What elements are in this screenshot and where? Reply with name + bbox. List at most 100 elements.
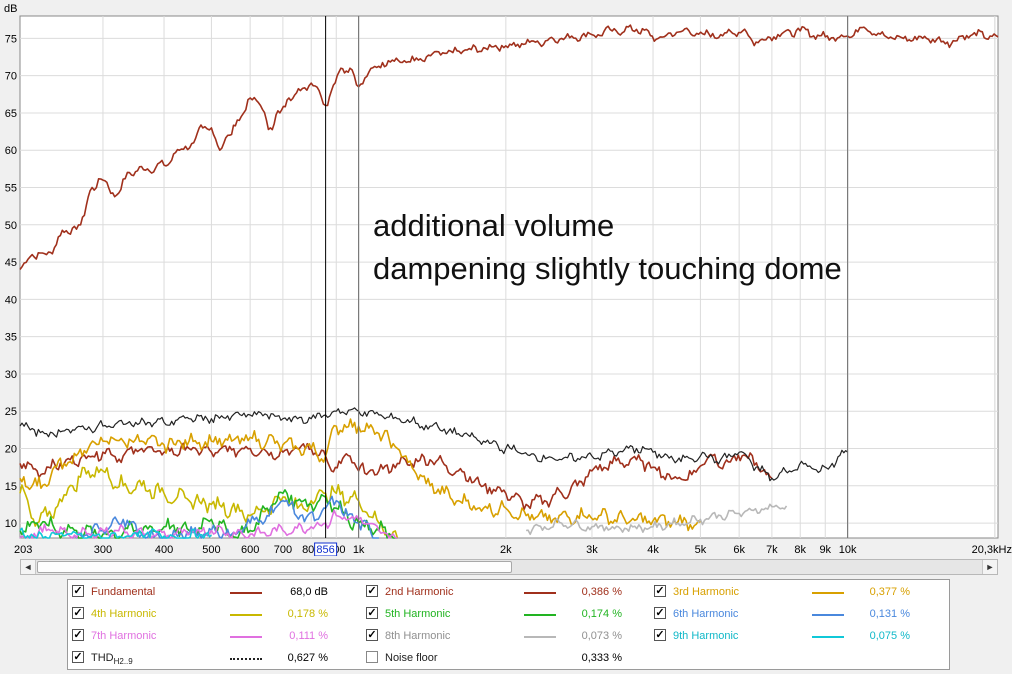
fundamental-checkbox[interactable]: ✓ bbox=[72, 585, 84, 597]
x-tick-label: 400 bbox=[155, 544, 173, 556]
y-tick-label: 65 bbox=[5, 108, 17, 120]
y-tick-label: 45 bbox=[5, 257, 17, 269]
y-tick-label: 50 bbox=[5, 220, 17, 232]
legend-item-4th-harmonic[interactable]: ✓ 4th Harmonic 0,178 % bbox=[68, 604, 358, 626]
y-tick-label: 30 bbox=[5, 369, 17, 381]
series-line-9th-harmonic bbox=[19, 527, 212, 539]
8th-harmonic-checkbox[interactable]: ✓ bbox=[366, 629, 378, 641]
series-line-2nd-harmonic bbox=[19, 442, 773, 511]
x-tick-label: 4k bbox=[647, 544, 659, 556]
thd-label: THD bbox=[91, 652, 114, 664]
x-tick-label: 9k bbox=[819, 544, 831, 556]
y-tick-label: 35 bbox=[5, 332, 17, 344]
legend-item-fundamental[interactable]: ✓ Fundamental 68,0 dB bbox=[68, 582, 358, 604]
legend-label: 5th Harmonic bbox=[385, 608, 451, 620]
legend-label: 9th Harmonic bbox=[673, 630, 739, 642]
7th-harmonic-checkbox[interactable]: ✓ bbox=[72, 629, 84, 641]
legend-value: 0,627 % bbox=[287, 652, 328, 664]
legend-row: ✓ Fundamental 68,0 dB ✓ 2nd Harmonic 0,3… bbox=[68, 582, 949, 604]
legend-value: 0,174 % bbox=[581, 608, 622, 620]
series-line-4th-harmonic bbox=[19, 466, 399, 539]
legend-item-noise-floor[interactable]: Noise floor 0,333 % bbox=[362, 648, 652, 670]
scroll-right-button[interactable]: ► bbox=[982, 560, 997, 574]
legend-label: Noise floor bbox=[385, 652, 438, 664]
x-tick-label: 300 bbox=[94, 544, 112, 556]
x-tick-label: 6k bbox=[733, 544, 745, 556]
marker-lines bbox=[325, 16, 849, 538]
legend-item-7th-harmonic[interactable]: ✓ 7th Harmonic 0,111 % bbox=[68, 626, 358, 648]
horizontal-scrollbar[interactable]: ◄ ► bbox=[20, 559, 998, 575]
x-tick-label: 600 bbox=[241, 544, 259, 556]
legend-swatch bbox=[812, 592, 844, 594]
y-tick-label: 25 bbox=[5, 406, 17, 418]
x-tick-label: 2k bbox=[500, 544, 512, 556]
legend-item-thd[interactable]: ✓ THDH2..9 0,627 % bbox=[68, 648, 358, 670]
legend-swatch bbox=[812, 636, 844, 638]
legend-swatch bbox=[230, 636, 262, 638]
y-tick-label: 70 bbox=[5, 71, 17, 83]
x-tick-label: 700 bbox=[274, 544, 292, 556]
legend-item-2nd-harmonic[interactable]: ✓ 2nd Harmonic 0,386 % bbox=[362, 582, 652, 604]
x-tick-label: 3k bbox=[586, 544, 598, 556]
3rd-harmonic-checkbox[interactable]: ✓ bbox=[654, 585, 666, 597]
legend-item-8th-harmonic[interactable]: ✓ 8th Harmonic 0,073 % bbox=[362, 626, 652, 648]
cursor-frequency: 856 bbox=[316, 544, 334, 556]
legend-item-5th-harmonic[interactable]: ✓ 5th Harmonic 0,174 % bbox=[362, 604, 652, 626]
y-tick-label: 55 bbox=[5, 183, 17, 195]
y-tick-label: 75 bbox=[5, 33, 17, 45]
legend-label: 6th Harmonic bbox=[673, 608, 739, 620]
legend-value: 0,333 % bbox=[581, 652, 622, 664]
legend-swatch bbox=[230, 614, 262, 616]
9th-harmonic-checkbox[interactable]: ✓ bbox=[654, 629, 666, 641]
scroll-left-button[interactable]: ◄ bbox=[21, 560, 36, 574]
legend-row: ✓ 4th Harmonic 0,178 % ✓ 5th Harmonic 0,… bbox=[68, 604, 949, 626]
cursor-readout[interactable]: 856 bbox=[314, 542, 338, 556]
y-axis-label: dB bbox=[4, 3, 17, 15]
legend-label: 7th Harmonic bbox=[91, 630, 157, 642]
series-line-8th-harmonic bbox=[525, 503, 788, 536]
legend-item-3rd-harmonic[interactable]: ✓ 3rd Harmonic 0,377 % bbox=[650, 582, 940, 604]
legend-row: ✓ 7th Harmonic 0,111 % ✓ 8th Harmonic 0,… bbox=[68, 626, 949, 648]
series-line-3rd-harmonic bbox=[19, 418, 701, 532]
series-line-thd-h2-9 bbox=[19, 407, 848, 482]
6th-harmonic-checkbox[interactable]: ✓ bbox=[654, 607, 666, 619]
legend-value: 0,178 % bbox=[287, 608, 328, 620]
x-tick-label: 5k bbox=[695, 544, 707, 556]
y-tick-label: 20 bbox=[5, 444, 17, 456]
plot-area[interactable] bbox=[19, 15, 999, 539]
legend-value: 0,386 % bbox=[581, 586, 622, 598]
noise-floor-checkbox[interactable] bbox=[366, 651, 378, 663]
legend-swatch bbox=[524, 592, 556, 594]
5th-harmonic-checkbox[interactable]: ✓ bbox=[366, 607, 378, 619]
series-line-5th-harmonic bbox=[19, 489, 398, 539]
y-axis-ticks: 10 15 20 25 30 35 40 45 50 55 60 65 70 75 bbox=[5, 33, 17, 530]
y-tick-label: 10 bbox=[5, 518, 17, 530]
legend-label: 2nd Harmonic bbox=[385, 586, 454, 598]
legend-row: ✓ THDH2..9 0,627 % Noise floor 0,333 % bbox=[68, 648, 949, 670]
legend-swatch bbox=[812, 614, 844, 616]
thd-checkbox[interactable]: ✓ bbox=[72, 651, 84, 663]
legend-swatch bbox=[230, 658, 262, 660]
legend-label: 3rd Harmonic bbox=[673, 586, 740, 598]
legend-item-9th-harmonic[interactable]: ✓ 9th Harmonic 0,075 % bbox=[650, 626, 940, 648]
legend-value: 0,377 % bbox=[869, 586, 910, 598]
legend-swatch bbox=[524, 636, 556, 638]
annotation-line-1: additional volume bbox=[373, 208, 614, 243]
grid-lines bbox=[20, 16, 998, 538]
frequency-response-chart[interactable]: 10 15 20 25 30 35 40 45 50 55 60 65 70 75 203 300 400 50… bbox=[0, 0, 1012, 556]
y-tick-label: 60 bbox=[5, 145, 17, 157]
trace-legend: ✓ Fundamental 68,0 dB ✓ 2nd Harmonic 0,3… bbox=[67, 579, 950, 670]
cursor-readout-box[interactable] bbox=[314, 542, 338, 556]
legend-label: 4th Harmonic bbox=[91, 608, 157, 620]
x-tick-label: 1k bbox=[353, 544, 365, 556]
legend-item-6th-harmonic[interactable]: ✓ 6th Harmonic 0,131 % bbox=[650, 604, 940, 626]
x-tick-label: 20,3kHz bbox=[972, 544, 1012, 556]
x-tick-label: 500 bbox=[202, 544, 220, 556]
legend-value: 0,131 % bbox=[869, 608, 910, 620]
scroll-thumb[interactable] bbox=[37, 561, 512, 573]
legend-swatch bbox=[524, 614, 556, 616]
legend-value: 68,0 dB bbox=[290, 586, 328, 598]
x-tick-label: 8k bbox=[794, 544, 806, 556]
4th-harmonic-checkbox[interactable]: ✓ bbox=[72, 607, 84, 619]
2nd-harmonic-checkbox[interactable]: ✓ bbox=[366, 585, 378, 597]
